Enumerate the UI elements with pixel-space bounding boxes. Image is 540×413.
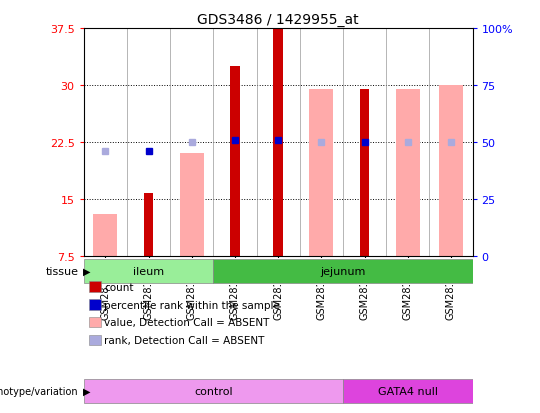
Bar	[396, 90, 420, 256]
Text: value, Detection Call = ABSENT: value, Detection Call = ABSENT	[104, 318, 269, 328]
Bar	[84, 259, 213, 284]
Bar	[144, 193, 153, 256]
Bar	[93, 214, 117, 256]
Bar	[180, 154, 204, 256]
Bar	[273, 29, 283, 256]
Bar	[230, 67, 240, 256]
Text: ▶: ▶	[83, 386, 90, 396]
Text: count: count	[104, 282, 134, 292]
Bar	[213, 259, 472, 284]
Bar	[439, 85, 463, 256]
Bar	[360, 90, 369, 256]
Text: percentile rank within the sample: percentile rank within the sample	[104, 300, 280, 310]
Text: control: control	[194, 386, 233, 396]
Title: GDS3486 / 1429955_at: GDS3486 / 1429955_at	[197, 12, 359, 26]
Text: genotype/variation: genotype/variation	[0, 386, 78, 396]
Bar	[84, 379, 343, 404]
Bar	[309, 90, 333, 256]
Text: ileum: ileum	[133, 266, 164, 276]
Text: ▶: ▶	[83, 266, 90, 277]
Text: tissue: tissue	[45, 266, 78, 277]
Text: GATA4 null: GATA4 null	[377, 386, 438, 396]
Bar	[343, 379, 472, 404]
Text: rank, Detection Call = ABSENT: rank, Detection Call = ABSENT	[104, 335, 265, 345]
Text: jejunum: jejunum	[320, 266, 366, 276]
